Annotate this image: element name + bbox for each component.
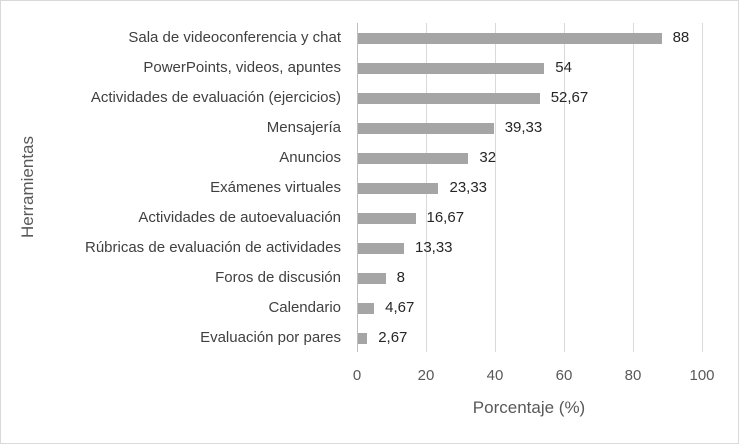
bar bbox=[358, 332, 368, 344]
gridline bbox=[564, 23, 565, 352]
data-label: 2,67 bbox=[378, 329, 408, 346]
x-axis-title: Porcentaje (%) bbox=[472, 398, 586, 417]
category-label: Rúbricas de evaluación de actividades bbox=[85, 239, 341, 256]
gridline bbox=[495, 23, 496, 352]
bar bbox=[358, 302, 375, 314]
bar bbox=[358, 272, 386, 284]
data-label: 32 bbox=[479, 149, 497, 166]
x-tick-label: 100 bbox=[689, 367, 715, 384]
plot-area: 88 54 52,67 39,33 32 23,33 16,67 13,33 8 4,67 2,67 bbox=[357, 23, 703, 352]
category-label: Anuncios bbox=[279, 149, 341, 166]
bar bbox=[358, 62, 545, 74]
category-label: Calendario bbox=[268, 299, 341, 316]
y-axis-line bbox=[357, 23, 358, 352]
bar bbox=[358, 212, 416, 224]
category-label: Sala de videoconferencia y chat bbox=[128, 29, 341, 46]
data-label: 88 bbox=[672, 29, 690, 46]
x-tick-label: 20 bbox=[417, 367, 435, 384]
data-label: 52,67 bbox=[550, 89, 589, 106]
bar bbox=[358, 182, 439, 194]
bar bbox=[358, 92, 540, 104]
x-tick-label: 60 bbox=[555, 367, 573, 384]
category-label: Actividades de evaluación (ejercicios) bbox=[90, 89, 341, 106]
category-label: PowerPoints, videos, apuntes bbox=[143, 59, 341, 76]
bar bbox=[358, 122, 494, 134]
data-label: 4,67 bbox=[385, 299, 415, 316]
bar bbox=[358, 152, 469, 164]
data-label: 13,33 bbox=[414, 239, 453, 256]
bar bbox=[358, 242, 404, 254]
x-tick-label: 80 bbox=[624, 367, 642, 384]
data-label: 8 bbox=[396, 269, 405, 286]
data-label: 16,67 bbox=[426, 209, 465, 226]
data-label: 23,33 bbox=[449, 179, 488, 196]
gridline bbox=[633, 23, 634, 352]
data-label: 54 bbox=[555, 59, 572, 76]
x-tick-label: 0 bbox=[352, 367, 362, 384]
y-axis-title: Herramientas bbox=[18, 135, 37, 239]
category-label: Exámenes virtuales bbox=[210, 179, 341, 196]
x-tick-label: 40 bbox=[486, 367, 504, 384]
bar bbox=[358, 32, 662, 44]
category-label: Actividades de autoevaluación bbox=[138, 209, 341, 226]
category-label: Foros de discusión bbox=[215, 269, 341, 286]
data-label: 39,33 bbox=[504, 119, 543, 136]
category-label: Mensajería bbox=[266, 119, 341, 136]
gridline bbox=[702, 23, 703, 352]
category-label: Evaluación por pares bbox=[200, 329, 341, 346]
